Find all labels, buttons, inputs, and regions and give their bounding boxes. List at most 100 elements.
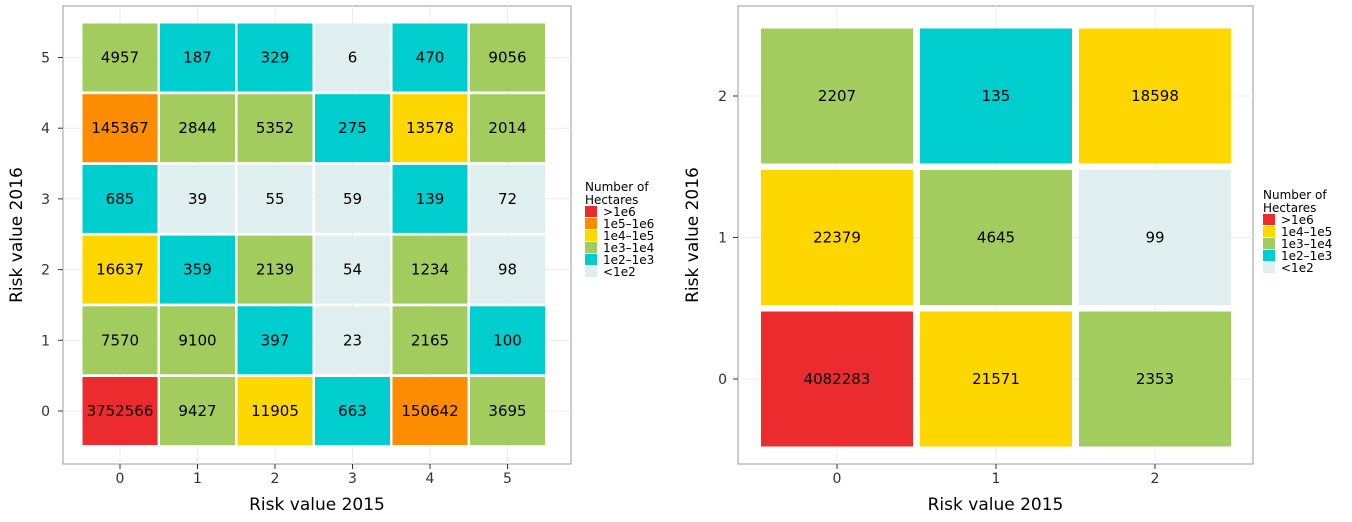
cell-value-label: 329	[261, 49, 290, 67]
legend: Number ofHectares>1e61e4–1e51e3–1e41e2–1…	[1263, 188, 1332, 275]
x-axis-title: Risk value 2015	[928, 495, 1064, 515]
cell-value-label: 59	[343, 190, 362, 208]
y-axis: 0 1 2 3 4 5	[41, 51, 63, 420]
cell-value-label: 4957	[101, 49, 139, 67]
cell-value-label: 275	[338, 119, 367, 137]
y-axis-title: Risk value 2016	[683, 167, 703, 303]
heatmap-cell	[470, 235, 545, 304]
cell-value-label: 359	[183, 261, 212, 279]
heatmap-cell	[392, 306, 468, 375]
heatmap-panel-2: 4082283 21571 2353 22379 4645 99 2207 135 18598 0…	[683, 5, 1332, 515]
y-axis: 0 1 2	[718, 89, 738, 388]
cell-value-label: 39	[188, 190, 207, 208]
cell-value-label: 1234	[411, 261, 449, 279]
heatmap-cell	[761, 28, 913, 164]
heatmap-cell	[1079, 311, 1231, 447]
heatmap-cell	[920, 170, 1072, 305]
heatmap-cell	[470, 94, 545, 163]
y-tick-label: 2	[718, 89, 727, 105]
cell-value-label: 55	[265, 190, 284, 208]
y-tick-label: 3	[41, 192, 50, 208]
heatmap-cell	[82, 306, 158, 375]
cell-value-label: 72	[498, 190, 517, 208]
legend-swatch	[1263, 238, 1275, 249]
heatmap-cell	[160, 377, 235, 445]
cell-value-label: 2844	[178, 119, 216, 137]
cell-value-label: 397	[261, 331, 290, 349]
legend-title: Number of	[585, 180, 649, 194]
heatmap-cell	[237, 23, 313, 92]
y-tick-label: 5	[41, 51, 50, 67]
cell-value-label: 9100	[178, 331, 216, 349]
cell-value-label: 4645	[977, 229, 1015, 247]
cell-value-label: 5352	[256, 119, 294, 137]
cell-value-label: 187	[183, 49, 212, 67]
cell-value-label: 9427	[178, 402, 216, 420]
cell-value-label: 54	[343, 261, 362, 279]
legend-swatch	[585, 230, 597, 241]
heatmap-cell	[237, 235, 313, 304]
heatmap-cell	[392, 377, 468, 445]
cell-value-label: 663	[338, 402, 367, 420]
legend-title: Hectares	[585, 193, 638, 207]
x-tick-label: 5	[503, 471, 512, 487]
heatmap-cell	[470, 164, 545, 233]
legend: Number ofHectares>1e61e5–1e61e4–1e51e3–1…	[585, 180, 654, 279]
x-tick-label: 3	[348, 471, 357, 487]
heatmap-cell	[315, 23, 390, 92]
legend-label: 1e2–1e3	[1281, 249, 1332, 263]
cell-value-label: 470	[416, 49, 445, 67]
legend-title: Number of	[1263, 188, 1327, 202]
heatmap-cell	[470, 23, 545, 92]
legend-swatch	[1263, 214, 1275, 225]
heatmap-cell	[315, 235, 390, 304]
heatmap-cell	[237, 164, 313, 233]
cell-value-label: 150642	[401, 402, 458, 420]
cell-value-label: 2014	[488, 119, 526, 137]
y-tick-label: 1	[41, 333, 50, 349]
heatmap-cell	[392, 235, 468, 304]
legend-swatch	[1263, 262, 1275, 273]
heatmap-cell	[470, 377, 545, 445]
heatmap-cell	[237, 94, 313, 163]
legend-swatch	[1263, 226, 1275, 237]
cell-value-label: 2353	[1136, 370, 1174, 388]
x-axis: 0 1 2 3 4 5	[116, 464, 512, 487]
heatmap-cell	[315, 306, 390, 375]
legend-label: 1e3–1e4	[1281, 237, 1332, 251]
x-tick-label: 1	[193, 471, 202, 487]
legend-label: 1e4–1e5	[1281, 225, 1332, 239]
cell-value-label: 4082283	[804, 370, 871, 388]
heatmap-cell	[392, 94, 468, 163]
y-tick-label: 2	[41, 263, 50, 279]
legend-swatch	[585, 266, 597, 277]
x-tick-label: 0	[116, 471, 125, 487]
cell-value-label: 13578	[406, 119, 454, 137]
legend-swatch	[585, 218, 597, 229]
legend-swatch	[585, 206, 597, 217]
cell-value-label: 9056	[488, 49, 526, 67]
heatmap-cell	[82, 235, 158, 304]
legend-label: 1e5–1e6	[603, 217, 654, 231]
heatmap-cell	[160, 235, 235, 304]
heatmap-cell	[237, 306, 313, 375]
heatmap-cell	[761, 311, 913, 447]
legend-label: >1e6	[1281, 213, 1314, 227]
heatmap-cell	[82, 164, 158, 233]
legend-label: 1e2–1e3	[603, 253, 654, 267]
cell-value-label: 2139	[256, 261, 294, 279]
legend-title: Hectares	[1263, 201, 1316, 215]
legend-swatch	[1263, 250, 1275, 261]
cell-value-label: 98	[498, 261, 517, 279]
heatmap-cell	[1079, 28, 1231, 164]
legend-label: 1e4–1e5	[603, 229, 654, 243]
x-tick-label: 4	[426, 471, 435, 487]
cell-value-label: 6	[348, 49, 358, 67]
heatmap-cell	[315, 164, 390, 233]
cell-value-label: 2165	[411, 331, 449, 349]
cell-value-label: 145367	[91, 119, 148, 137]
heatmap-cell	[920, 311, 1072, 447]
